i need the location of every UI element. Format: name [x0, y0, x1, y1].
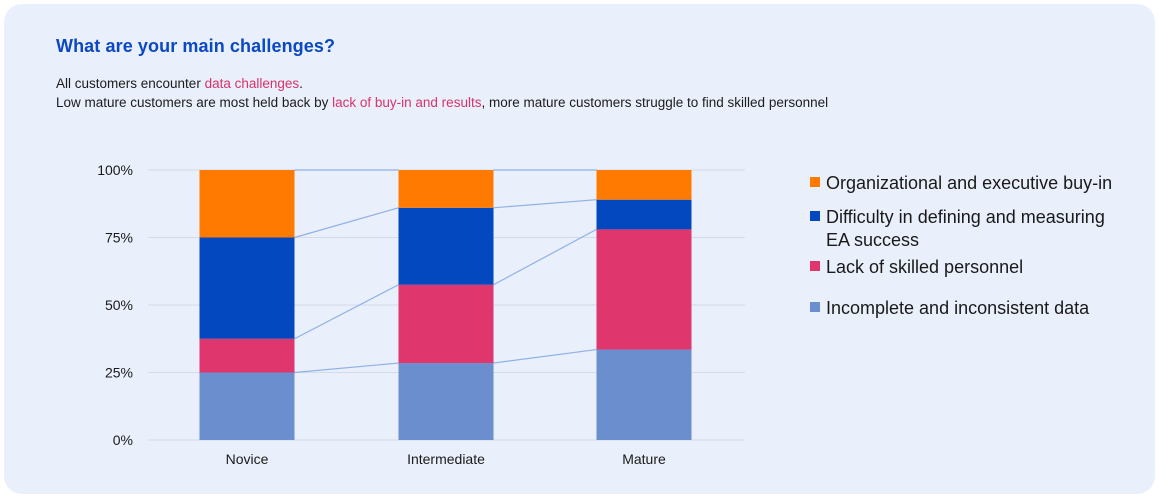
- bar-segment: [199, 237, 295, 339]
- connector-line: [294, 207, 399, 239]
- bar-segment: [398, 284, 494, 364]
- subtitle-line-2-suffix: , more mature customers struggle to find…: [481, 95, 829, 110]
- legend-swatch: [810, 211, 820, 221]
- bar-segment: [199, 338, 295, 373]
- subtitle-line-2-prefix: Low mature customers are most held back …: [56, 95, 333, 110]
- x-tick-label: Intermediate: [407, 451, 485, 467]
- y-tick-label: 75%: [105, 230, 133, 246]
- legend-label: Difficulty in defining and measuring: [826, 207, 1105, 227]
- legend-swatch: [810, 302, 820, 312]
- y-tick-label: 0%: [113, 432, 133, 448]
- x-tick-label: Mature: [622, 451, 666, 467]
- subtitle-line-1-suffix: .: [299, 76, 303, 91]
- bar-segment: [199, 170, 295, 238]
- chart-legend: Organizational and executive buy-in Diffi…: [810, 173, 1112, 318]
- legend-label: Incomplete and inconsistent data: [826, 298, 1090, 318]
- axis-labels: 0% 25% 50% 75% 100% Novice Intermediate Mature: [97, 162, 666, 467]
- bar-segment: [596, 170, 692, 200]
- bar-segment: [398, 207, 494, 285]
- subtitle-line-1-highlight: data challenges: [204, 76, 300, 91]
- legend-label: Organizational and executive buy-in: [826, 173, 1112, 193]
- connector-line: [294, 362, 399, 374]
- subtitle-line-2-highlight: lack of buy-in and results: [332, 95, 482, 110]
- subtitle-line-1: All customers encounter data challenges.: [56, 76, 303, 91]
- subtitle-line-1-prefix: All customers encounter: [56, 76, 205, 91]
- legend-swatch: [810, 261, 820, 271]
- connector-line: [493, 228, 597, 286]
- bar-segment: [398, 363, 494, 440]
- bar-segment: [596, 349, 692, 440]
- subtitle-line-2: Low mature customers are most held back …: [56, 95, 828, 110]
- connector-line: [493, 199, 597, 209]
- page-title: What are your main challenges?: [56, 36, 336, 56]
- y-tick-label: 50%: [105, 297, 133, 313]
- legend-swatch: [810, 177, 820, 187]
- y-tick-label: 100%: [97, 162, 133, 178]
- legend-label: EA success: [826, 230, 919, 250]
- x-tick-label: Novice: [226, 451, 269, 467]
- connector-lines: [294, 169, 597, 374]
- y-tick-label: 25%: [105, 365, 133, 381]
- bar-segment: [596, 199, 692, 230]
- bar-segment: [398, 170, 494, 208]
- bar-segment: [199, 372, 295, 440]
- bar-segment: [596, 229, 692, 350]
- connector-line: [294, 284, 399, 340]
- bar-segments: [199, 170, 692, 440]
- legend-label: Lack of skilled personnel: [826, 257, 1023, 277]
- connector-line: [493, 348, 597, 364]
- chart-card: [4, 4, 1155, 494]
